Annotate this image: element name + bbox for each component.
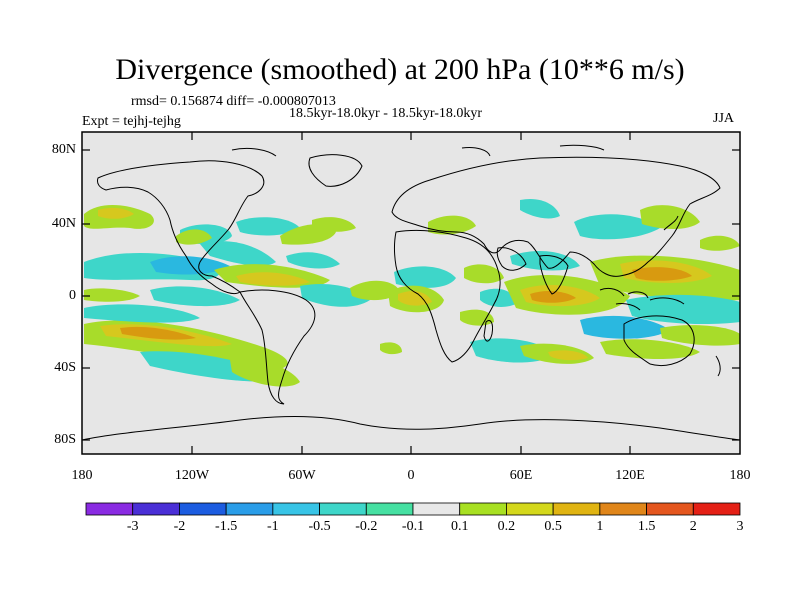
field-band xyxy=(120,326,196,340)
lat-label-40s: 40S xyxy=(54,360,76,375)
stats-line: rmsd= 0.156874 diff= -0.000807013 xyxy=(131,94,336,109)
coastlines xyxy=(81,144,741,441)
field-band xyxy=(176,229,212,245)
colorbar-swatch xyxy=(692,502,741,516)
coast-india xyxy=(539,255,569,295)
field-band xyxy=(150,286,240,307)
lon-label-0: 0 xyxy=(407,468,415,483)
colorbar-swatch xyxy=(319,502,367,516)
colorbar-label: -0.2 xyxy=(355,519,378,534)
lat-label-80s: 80S xyxy=(54,432,76,447)
field-band xyxy=(574,214,660,240)
colorbar-swatch xyxy=(225,502,274,516)
field-band xyxy=(626,294,740,324)
field-band xyxy=(548,350,588,361)
coast-new-zealand xyxy=(715,355,721,377)
field-band xyxy=(600,339,700,359)
field-band xyxy=(520,198,560,219)
colorbar-swatch xyxy=(646,502,694,516)
colorbar-label: -1 xyxy=(267,519,279,534)
field-band xyxy=(286,252,340,269)
colorbar-label: 0.5 xyxy=(544,519,562,534)
colorbar-label: -0.1 xyxy=(401,519,425,534)
period-label: 18.5kyr-18.0kyr - 18.5kyr-18.0kyr xyxy=(289,106,483,121)
lon-label-180e: 180 xyxy=(729,468,751,483)
colorbar-swatch xyxy=(365,502,414,516)
coast-australia xyxy=(623,315,695,367)
field-band xyxy=(428,215,476,235)
axis-ticks xyxy=(82,132,740,454)
lon-label-120e: 120E xyxy=(615,468,645,483)
experiment-label: Expt = tejhj-tejhg xyxy=(82,114,181,129)
lon-label-120w: 120W xyxy=(174,468,210,483)
field-band xyxy=(510,251,580,271)
colorbar-label: -1.5 xyxy=(215,519,238,534)
lat-label-80n: 80N xyxy=(51,142,76,157)
colorbar-label: 1.5 xyxy=(637,519,656,534)
coast-arctic xyxy=(231,144,605,157)
lon-label-60e: 60E xyxy=(509,468,533,483)
colorbar-label: 3 xyxy=(736,519,744,534)
coast-madagascar xyxy=(483,320,493,342)
coast-eurasia xyxy=(391,156,721,277)
coast-islands xyxy=(599,287,685,311)
field-band xyxy=(84,288,140,302)
plot-title: Divergence (smoothed) at 200 hPa (10**6 … xyxy=(115,53,685,86)
colorbar-label: 2 xyxy=(689,519,697,534)
colorbar-label: 0.1 xyxy=(450,519,469,534)
colorbar-label: -3 xyxy=(126,519,139,534)
field-band xyxy=(632,267,692,281)
field-band xyxy=(236,217,300,236)
colorbar xyxy=(85,502,741,516)
field-band xyxy=(464,264,504,284)
season-label: JJA xyxy=(713,111,735,126)
field-band xyxy=(398,291,432,306)
field-band xyxy=(350,280,400,301)
colorbar-label: 1 xyxy=(596,519,604,534)
field-band xyxy=(84,304,200,323)
colorbar-label: 0.2 xyxy=(497,519,516,534)
lat-label-0: 0 xyxy=(69,288,76,303)
coast-south-america xyxy=(239,289,316,405)
field-band xyxy=(660,325,740,346)
field-band xyxy=(394,266,456,288)
field-band xyxy=(530,291,576,303)
field-band xyxy=(236,272,310,286)
field-band xyxy=(480,288,516,307)
coast-japan xyxy=(663,215,679,231)
lon-label-60w: 60W xyxy=(288,468,316,483)
coast-africa xyxy=(394,229,501,363)
colorbar-swatch xyxy=(459,502,507,516)
colorbar-label: -2 xyxy=(173,519,186,534)
field-band xyxy=(580,315,670,339)
field-band xyxy=(460,309,494,326)
coast-antarctica xyxy=(81,416,741,441)
coast-greenland xyxy=(308,154,363,187)
field-band xyxy=(312,217,356,232)
colorbar-swatch xyxy=(85,502,134,516)
lat-label-40n: 40N xyxy=(51,216,76,231)
colorbar-swatch xyxy=(552,502,601,516)
coast-north-america xyxy=(97,160,265,295)
colorbar-label: -0.5 xyxy=(308,519,331,534)
colorbar-swatch xyxy=(412,502,461,516)
field-band xyxy=(380,342,402,355)
field-band xyxy=(98,207,134,219)
colorbar-swatch xyxy=(506,502,554,516)
lon-label-180w: 180 xyxy=(71,468,93,483)
colorbar-swatch xyxy=(132,502,180,516)
colorbar-swatch xyxy=(272,502,320,516)
field-band xyxy=(200,241,276,266)
field-band xyxy=(150,256,230,275)
field-band xyxy=(700,235,740,251)
colorbar-swatch xyxy=(599,502,647,516)
divergence-field xyxy=(84,198,740,387)
coast-arabia xyxy=(496,247,527,271)
colorbar-swatch xyxy=(179,502,227,516)
